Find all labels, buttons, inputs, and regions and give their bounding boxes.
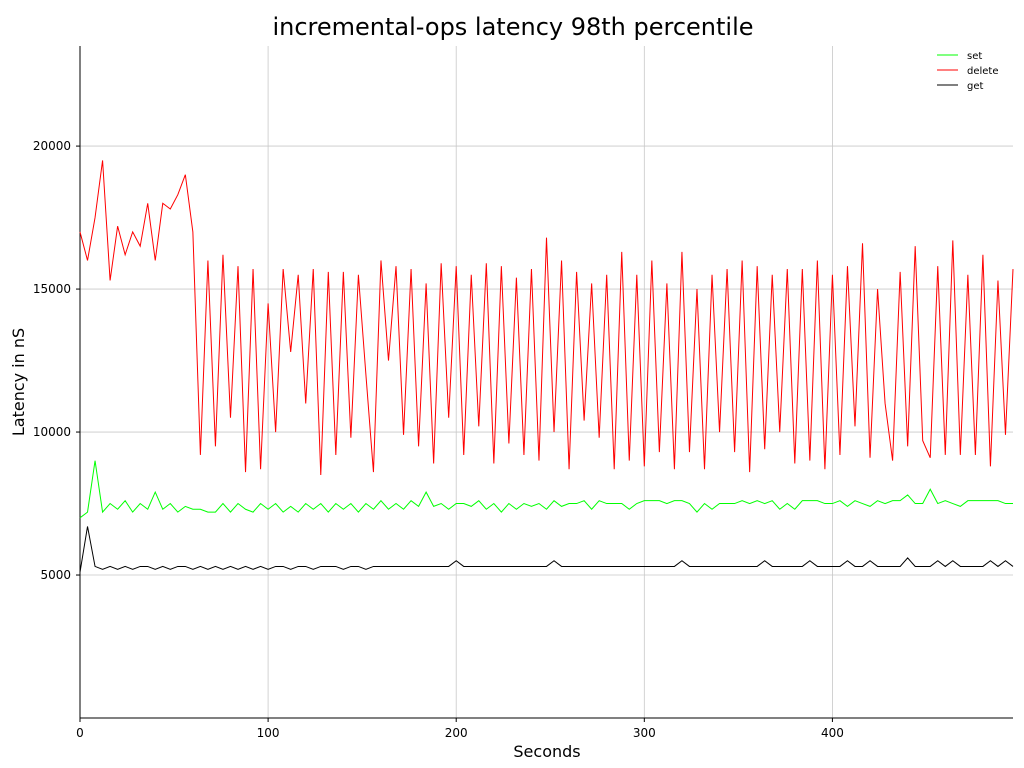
chart-title: incremental-ops latency 98th percentile [272, 13, 753, 41]
y-axis-label: Latency in nS [9, 328, 28, 436]
y-tick-label: 5000 [40, 568, 71, 582]
y-tick-label: 20000 [33, 139, 71, 153]
legend-label: get [967, 81, 984, 92]
y-tick-label: 10000 [33, 425, 71, 439]
x-tick-label: 100 [257, 726, 280, 740]
legend-label: set [967, 51, 982, 62]
x-tick-label: 0 [76, 726, 84, 740]
series-line [79, 526, 1014, 573]
x-tick-label: 200 [445, 726, 468, 740]
x-axis-label: Seconds [513, 742, 580, 761]
series-line [79, 460, 1013, 519]
legend-label: delete [967, 66, 999, 77]
x-tick-label: 300 [633, 726, 656, 740]
x-tick-label: 400 [821, 726, 844, 740]
series-line [79, 160, 1014, 475]
y-tick-label: 15000 [33, 282, 71, 296]
